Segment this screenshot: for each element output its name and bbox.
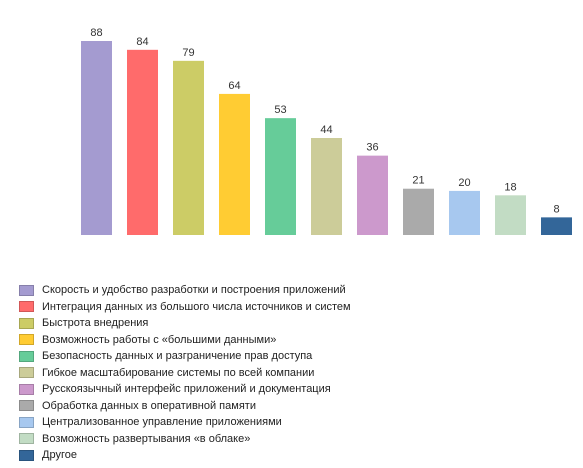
legend-swatch bbox=[19, 350, 34, 362]
legend-label: Гибкое масштабирование системы по всей к… bbox=[42, 366, 315, 379]
legend-item: Гибкое масштабирование системы по всей к… bbox=[19, 365, 351, 382]
bar-value-label-7: 36 bbox=[366, 142, 378, 154]
legend-item: Интеграция данных из большого числа исто… bbox=[19, 299, 351, 316]
bar-value-label-6: 44 bbox=[320, 124, 332, 136]
legend-swatch bbox=[19, 383, 34, 395]
bar-value-label-10: 18 bbox=[504, 181, 516, 193]
bar-4 bbox=[219, 93, 250, 235]
legend-swatch bbox=[19, 400, 34, 412]
bar-value-label-3: 79 bbox=[182, 47, 194, 59]
legend-swatch bbox=[19, 433, 34, 445]
bar-6 bbox=[311, 138, 342, 235]
legend-label: Интеграция данных из большого числа исто… bbox=[42, 300, 351, 313]
legend-item: Возможность работы с «большими данными» bbox=[19, 332, 351, 349]
legend-item: Возможность развертывания «в облаке» bbox=[19, 431, 351, 448]
legend-swatch bbox=[19, 301, 34, 313]
legend-item: Быстрота внедрения bbox=[19, 315, 351, 332]
legend-swatch bbox=[19, 416, 34, 428]
legend-swatch bbox=[19, 317, 34, 329]
bar-11 bbox=[541, 217, 572, 235]
bar-value-label-5: 53 bbox=[274, 104, 286, 116]
bar-value-label-1: 88 bbox=[90, 27, 102, 39]
bar-1 bbox=[81, 41, 112, 235]
legend-label: Безопасность данных и разграничение прав… bbox=[42, 350, 313, 363]
legend-label: Другое bbox=[42, 449, 77, 462]
legend-item: Безопасность данных и разграничение прав… bbox=[19, 348, 351, 365]
bar-value-label-9: 20 bbox=[458, 177, 470, 189]
chart-legend: Скорость и удобство разработки и построе… bbox=[19, 282, 351, 464]
bar-3 bbox=[173, 60, 204, 235]
bar-value-label-8: 21 bbox=[412, 175, 424, 187]
legend-item: Скорость и удобство разработки и построе… bbox=[19, 282, 351, 299]
legend-label: Возможность развертывания «в облаке» bbox=[42, 432, 251, 445]
legend-label: Скорость и удобство разработки и построе… bbox=[42, 284, 346, 297]
legend-label: Русскоязычный интерфейс приложений и док… bbox=[42, 383, 331, 396]
legend-item: Другое bbox=[19, 447, 351, 464]
legend-swatch bbox=[19, 284, 34, 296]
bar-7 bbox=[357, 155, 388, 235]
legend-label: Быстрота внедрения bbox=[42, 317, 149, 330]
legend-item: Русскоязычный интерфейс приложений и док… bbox=[19, 381, 351, 398]
bar-10 bbox=[495, 195, 526, 235]
bar-5 bbox=[265, 118, 296, 235]
bar-value-label-4: 64 bbox=[228, 80, 240, 92]
bar-value-label-2: 84 bbox=[136, 36, 148, 48]
legend-item: Обработка данных в оперативной памяти bbox=[19, 398, 351, 415]
bars-layer bbox=[81, 41, 572, 236]
legend-swatch bbox=[19, 334, 34, 346]
legend-label: Возможность работы с «большими данными» bbox=[42, 333, 277, 346]
legend-label: Централизованное управление приложениями bbox=[42, 416, 282, 429]
bar-2 bbox=[127, 49, 158, 236]
legend-item: Централизованное управление приложениями bbox=[19, 414, 351, 431]
data-labels-layer: 88 84 79 64 53 44 36 21 20 18 8 bbox=[90, 27, 559, 215]
bar-8 bbox=[403, 188, 434, 235]
legend-label: Обработка данных в оперативной памяти bbox=[42, 399, 256, 412]
bar-value-label-11: 8 bbox=[553, 203, 559, 215]
legend-swatch bbox=[19, 449, 34, 461]
bar-9 bbox=[449, 190, 480, 235]
legend-swatch bbox=[19, 367, 34, 379]
